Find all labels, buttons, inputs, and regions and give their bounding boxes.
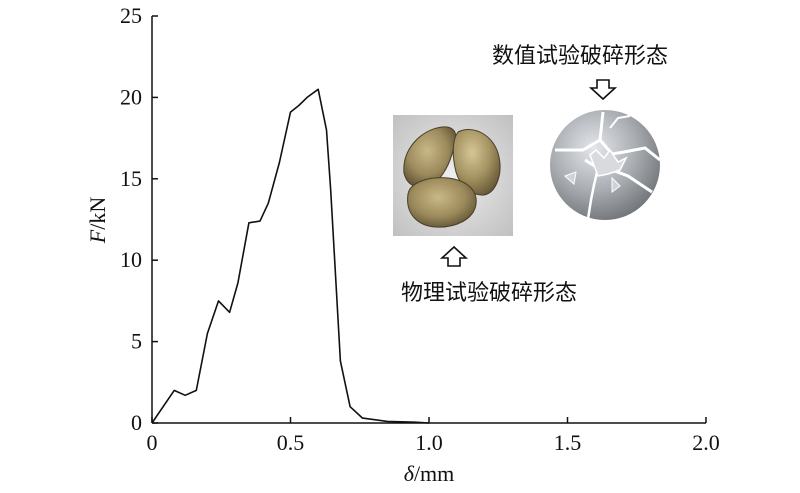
series-group — [151, 88, 430, 424]
x-axis-title: δ/mm — [404, 461, 455, 486]
rock-fragment-right — [452, 129, 501, 196]
physical-test-label: 物理试验破碎形态 — [401, 281, 577, 306]
x-tick-label: 0 — [147, 430, 158, 455]
x-tick-label: 1.5 — [554, 430, 582, 455]
x-tick-label: 2.0 — [692, 430, 720, 455]
y-tick-label: 15 — [120, 166, 142, 191]
numerical-test-sphere — [550, 110, 661, 220]
y-ticks: 0 5 10 15 20 25 — [120, 3, 158, 435]
down-arrow-icon — [588, 79, 618, 101]
y-axis-title: F/kN — [85, 197, 110, 245]
up-arrow-icon — [439, 245, 469, 267]
force-displacement-line — [151, 88, 430, 424]
x-tick-label: 0.5 — [277, 430, 305, 455]
x-tick-label: 1.0 — [415, 430, 443, 455]
numerical-test-label: 数值试验破碎形态 — [492, 44, 668, 69]
physical-test-photo — [393, 115, 513, 236]
y-tick-label: 5 — [131, 329, 142, 354]
y-tick-label: 20 — [120, 84, 142, 109]
x-ticks: 0 0.5 1.0 1.5 2.0 — [147, 417, 720, 455]
y-tick-label: 25 — [120, 3, 142, 28]
y-tick-label: 0 — [131, 410, 142, 435]
y-tick-label: 10 — [120, 247, 142, 272]
rock-fragment-bottom — [407, 177, 477, 228]
